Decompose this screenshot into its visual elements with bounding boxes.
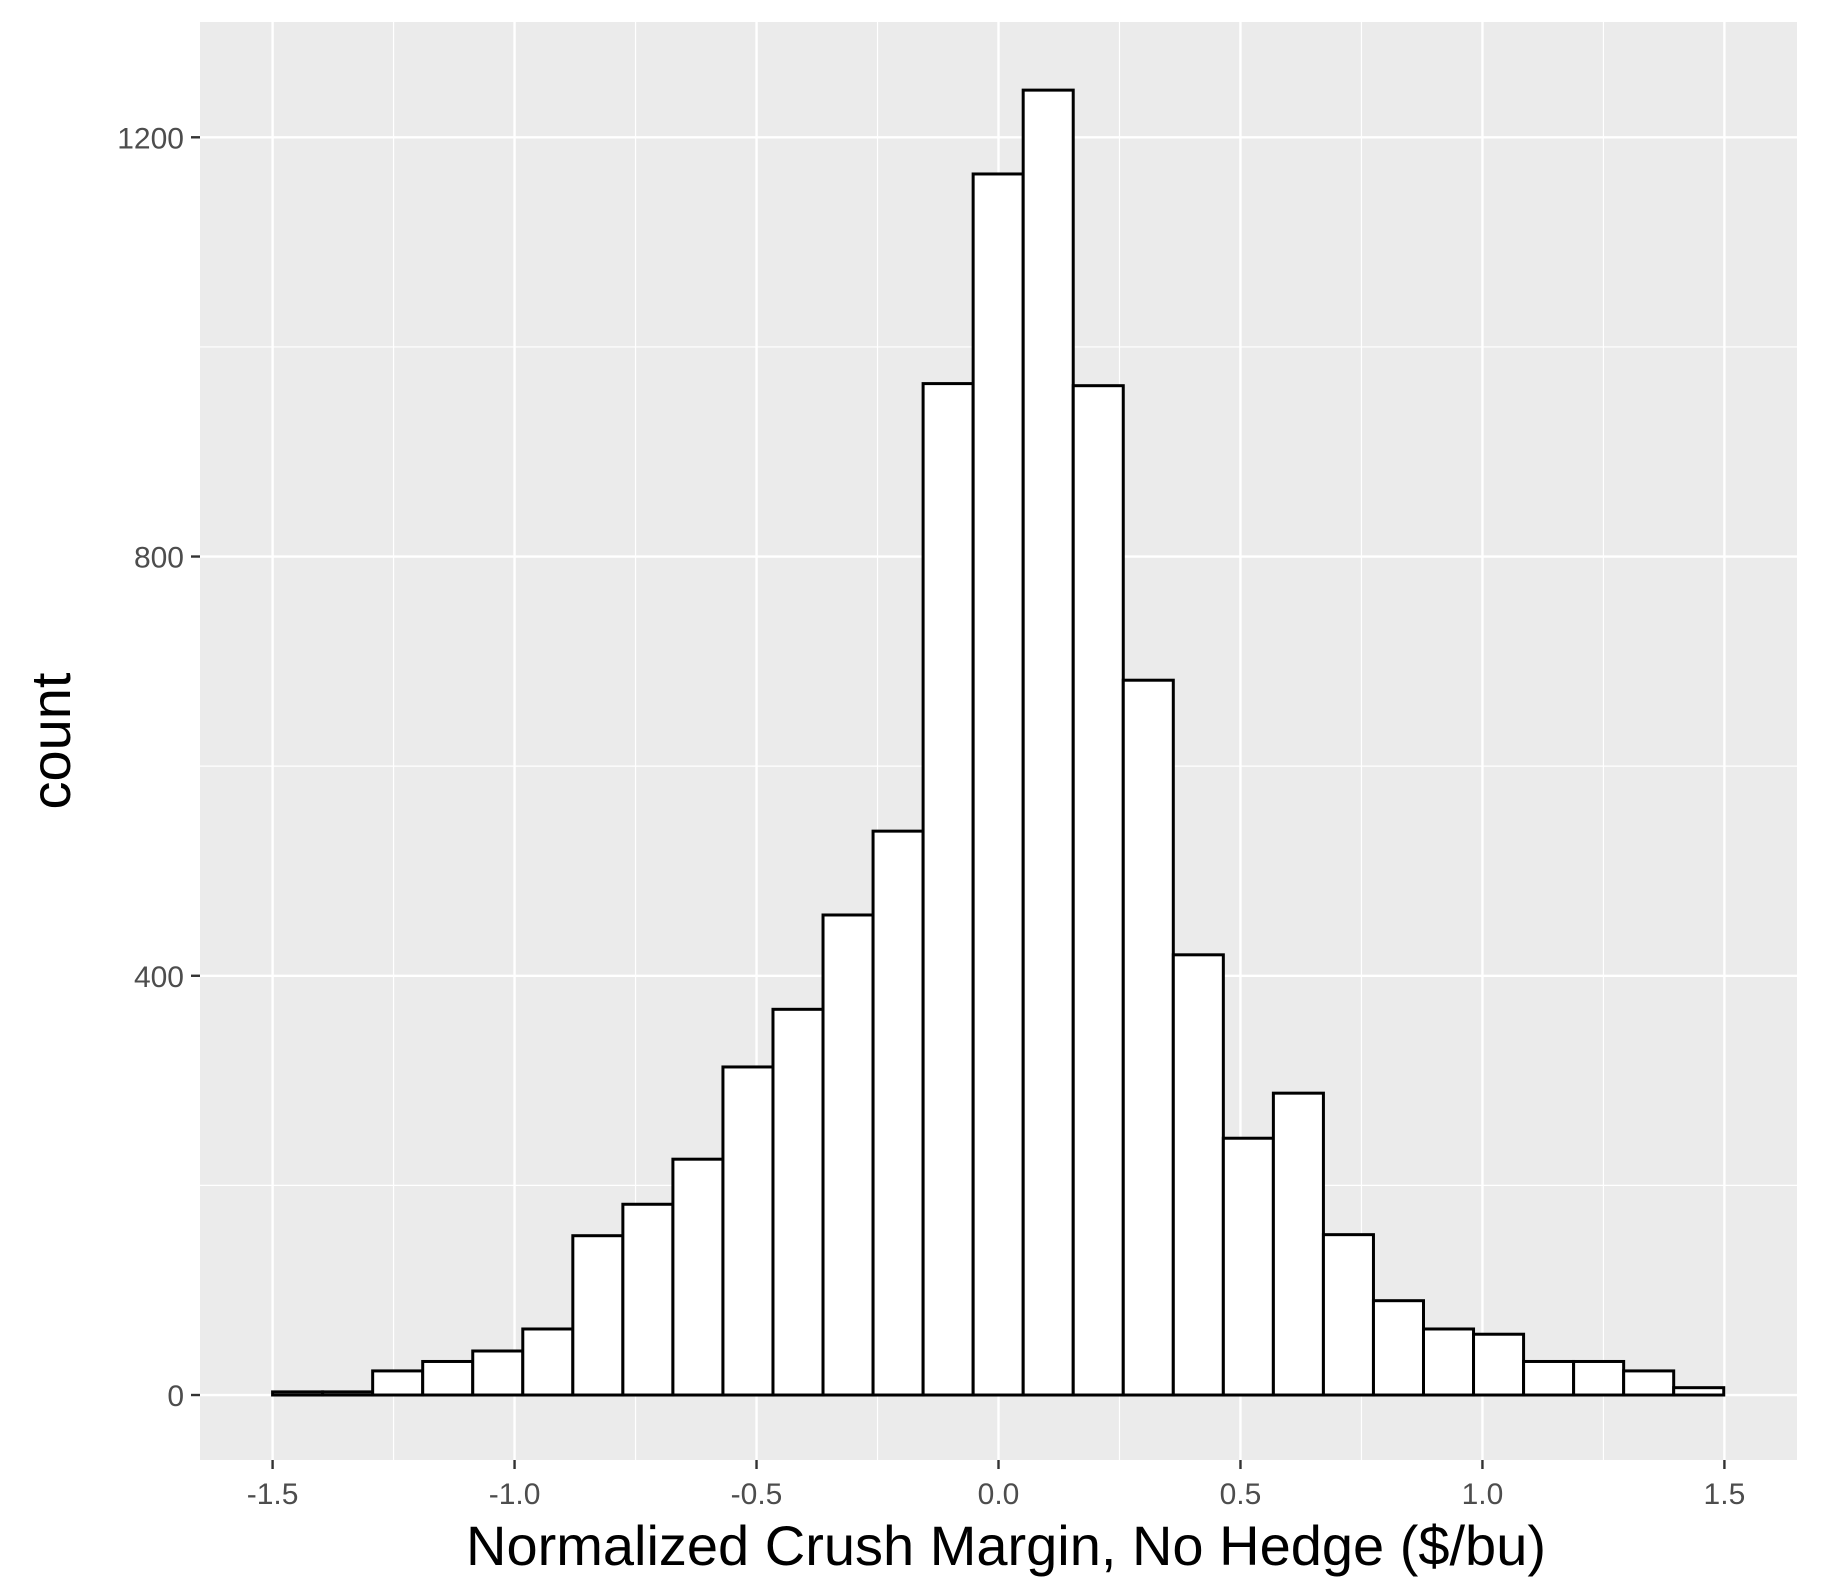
histogram-bar <box>471 1349 525 1397</box>
x-tick-label: -1.0 <box>489 1478 541 1511</box>
histogram-bar <box>1321 1233 1375 1397</box>
x-tick-label: 1.0 <box>1462 1478 1504 1511</box>
histogram-bar <box>721 1065 775 1397</box>
histogram-bar <box>871 829 925 1397</box>
y-tick-label: 0 <box>167 1380 184 1413</box>
major-gridlines <box>200 22 1797 1460</box>
histogram-bar <box>571 1234 625 1397</box>
x-tick-label: 0.5 <box>1220 1478 1262 1511</box>
y-tick-label: 800 <box>134 542 184 575</box>
histogram-bar <box>1371 1299 1425 1397</box>
histogram-bar <box>521 1327 575 1397</box>
x-tick-label: -0.5 <box>731 1478 783 1511</box>
x-axis-title: Normalized Crush Margin, No Hedge ($/bu) <box>466 1514 1546 1577</box>
y-tick-label: 1200 <box>117 122 184 155</box>
histogram-bar <box>1672 1386 1726 1397</box>
histogram-bar <box>1472 1332 1526 1397</box>
histogram-bar <box>1572 1359 1626 1397</box>
histogram-bar <box>1522 1359 1576 1397</box>
histogram-bar <box>1271 1091 1325 1397</box>
histogram-bar <box>321 1390 375 1397</box>
histogram-bar <box>771 1007 825 1397</box>
y-axis-title: count <box>19 672 82 809</box>
histogram-bar <box>1221 1136 1275 1397</box>
histogram-bar <box>1421 1327 1476 1397</box>
y-tick-label: 400 <box>134 961 184 994</box>
histogram-bar <box>271 1390 325 1397</box>
x-tick-label: 1.5 <box>1704 1478 1746 1511</box>
x-axis-tick-labels: -1.5 -1.0 -0.5 0.0 0.5 1.0 1.5 <box>247 1478 1746 1511</box>
y-axis-tick-labels: 0 400 800 1200 <box>117 122 184 1413</box>
axis-ticks <box>191 136 1726 1469</box>
histogram-bar <box>821 913 875 1397</box>
histogram-bar <box>1021 88 1075 1397</box>
histogram-bar <box>921 382 975 1397</box>
histogram-bar <box>1071 384 1125 1397</box>
histogram-bar <box>1121 678 1175 1397</box>
histogram-bar <box>971 172 1025 1397</box>
histogram-bar <box>371 1369 425 1397</box>
histogram-bar <box>621 1202 675 1397</box>
histogram-bars <box>271 88 1726 1397</box>
minor-gridlines <box>200 22 1797 1460</box>
histogram-bar <box>1171 953 1225 1397</box>
histogram-bar <box>421 1359 475 1397</box>
x-tick-label: -1.5 <box>247 1478 299 1511</box>
x-tick-label: 0.0 <box>978 1478 1020 1511</box>
histogram-bar <box>671 1157 725 1397</box>
histogram-bar <box>1622 1369 1676 1397</box>
